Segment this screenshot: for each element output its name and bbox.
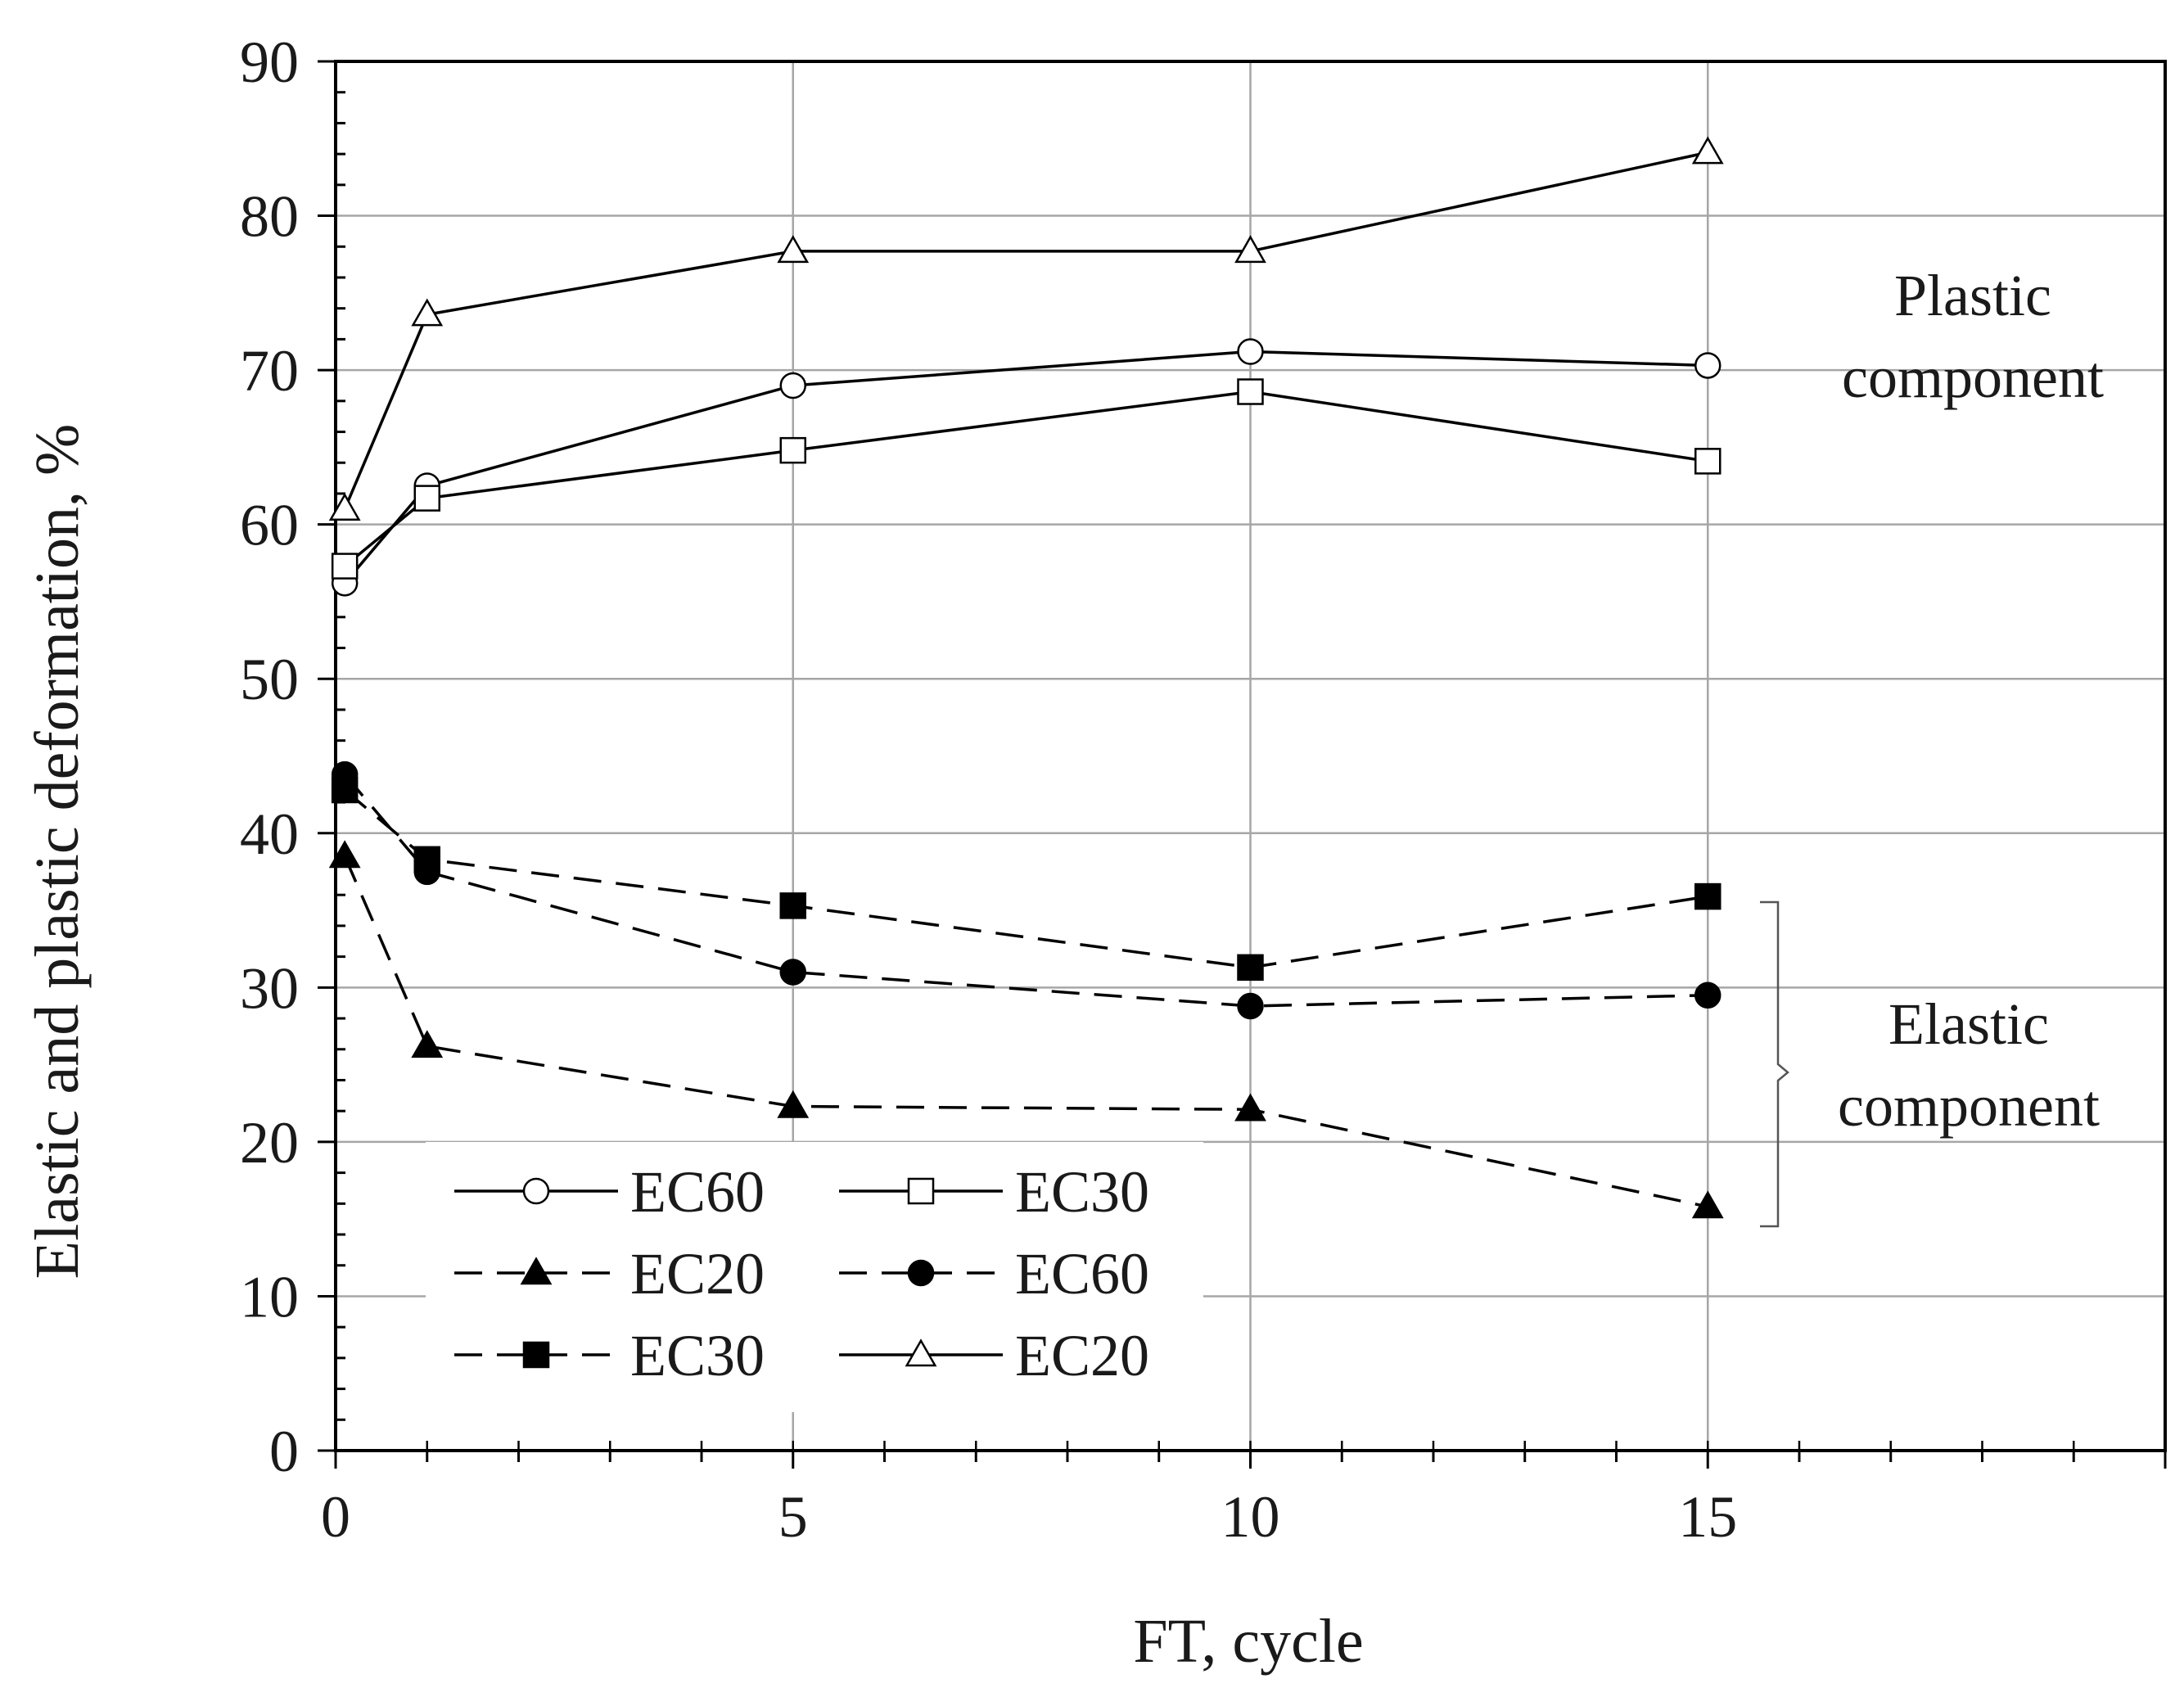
elastic-bracket (1760, 900, 1789, 1228)
data-point (328, 493, 361, 521)
annotation-plastic: Plastic (1894, 263, 2051, 328)
legend-item: EC20 (839, 1323, 1149, 1388)
y-tick-label: 0 (269, 1419, 299, 1484)
data-point (777, 1090, 810, 1118)
legend-item: EC30 (839, 1159, 1149, 1225)
data-point (1694, 982, 1721, 1009)
data-point (1691, 136, 1724, 165)
axis-layer: 0 5 10 15 0 10 20 30 40 50 60 70 80 90 (240, 29, 2167, 1550)
annotation-elastic: Elastic (1888, 991, 2049, 1057)
y-tick-label: 10 (240, 1264, 299, 1329)
data-point (779, 959, 806, 986)
data-point (1237, 992, 1264, 1020)
legend-marker (520, 1257, 553, 1285)
series-plastic-ec20 (328, 136, 1724, 521)
data-point (1234, 1093, 1266, 1122)
y-tick-label: 70 (240, 338, 299, 404)
legend-marker (907, 1177, 935, 1205)
legend-item: EC30 (454, 1323, 765, 1388)
data-point (1694, 882, 1721, 910)
series-elastic-ec20 (328, 840, 1724, 1219)
series-plastic-ec60 (331, 338, 1721, 597)
data-point (331, 776, 359, 804)
legend-background (426, 1142, 1203, 1412)
data-point (1234, 235, 1266, 264)
data-point (328, 840, 361, 869)
x-tick-label: 15 (1678, 1484, 1737, 1550)
legend-item: EC60 (454, 1159, 765, 1225)
legend-label: EC20 (1015, 1323, 1149, 1388)
x-tick-label: 5 (778, 1484, 808, 1550)
legend-marker (522, 1341, 550, 1369)
data-point (779, 892, 806, 919)
legend-marker (905, 1338, 937, 1367)
y-tick-label: 90 (240, 29, 299, 95)
series-elastic-ec30 (331, 776, 1721, 982)
x-tick-label: 10 (1221, 1484, 1280, 1550)
series-layer (328, 136, 1724, 1219)
data-point (1694, 352, 1721, 379)
annotation-elastic: component (1838, 1073, 2100, 1139)
data-point (411, 298, 444, 327)
data-point (777, 235, 810, 264)
y-tick-label: 20 (240, 1110, 299, 1176)
x-tick-label: 0 (321, 1484, 350, 1550)
legend-label: EC30 (1015, 1159, 1149, 1225)
data-point (331, 553, 359, 580)
data-point (1237, 378, 1264, 405)
data-point (1237, 338, 1264, 365)
y-tick-label: 40 (240, 801, 299, 867)
data-point (779, 372, 806, 399)
series-plastic-ec30 (331, 378, 1721, 580)
legend-label: EC60 (1015, 1241, 1149, 1307)
data-point (1694, 448, 1721, 475)
data-point (1237, 954, 1264, 982)
legend-item: EC60 (839, 1241, 1149, 1307)
series-line (343, 350, 1708, 584)
legend-marker (907, 1259, 935, 1287)
legend-label: EC20 (630, 1241, 765, 1307)
x-axis-label: FT, cycle (1133, 1607, 1363, 1676)
legend-label: EC30 (630, 1323, 765, 1388)
series-line (343, 151, 1708, 510)
y-tick-label: 50 (240, 647, 299, 712)
series-line (344, 390, 1708, 567)
legend-label: EC60 (630, 1159, 765, 1225)
y-tick-label: 30 (240, 955, 299, 1021)
annotation-plastic: component (1842, 345, 2104, 410)
y-axis-label: Elastic and plastic deformation, % (23, 424, 92, 1280)
legend-marker (522, 1177, 550, 1205)
series-line (343, 773, 1708, 1008)
y-tick-label: 60 (240, 493, 299, 558)
data-point (411, 1030, 444, 1058)
grid-layer (336, 61, 2165, 1451)
series-line (344, 788, 1708, 969)
series-elastic-ec60 (331, 760, 1721, 1020)
y-tick-label: 80 (240, 184, 299, 250)
data-point (1691, 1190, 1724, 1219)
data-point (779, 436, 806, 464)
data-point (413, 485, 440, 512)
legend: EC60 EC30 EC20 EC60 EC30 EC20 (426, 1142, 1203, 1412)
annotations: Plastic component Elastic component (1760, 263, 2104, 1228)
legend-item: EC20 (454, 1241, 765, 1307)
data-point (413, 846, 440, 873)
